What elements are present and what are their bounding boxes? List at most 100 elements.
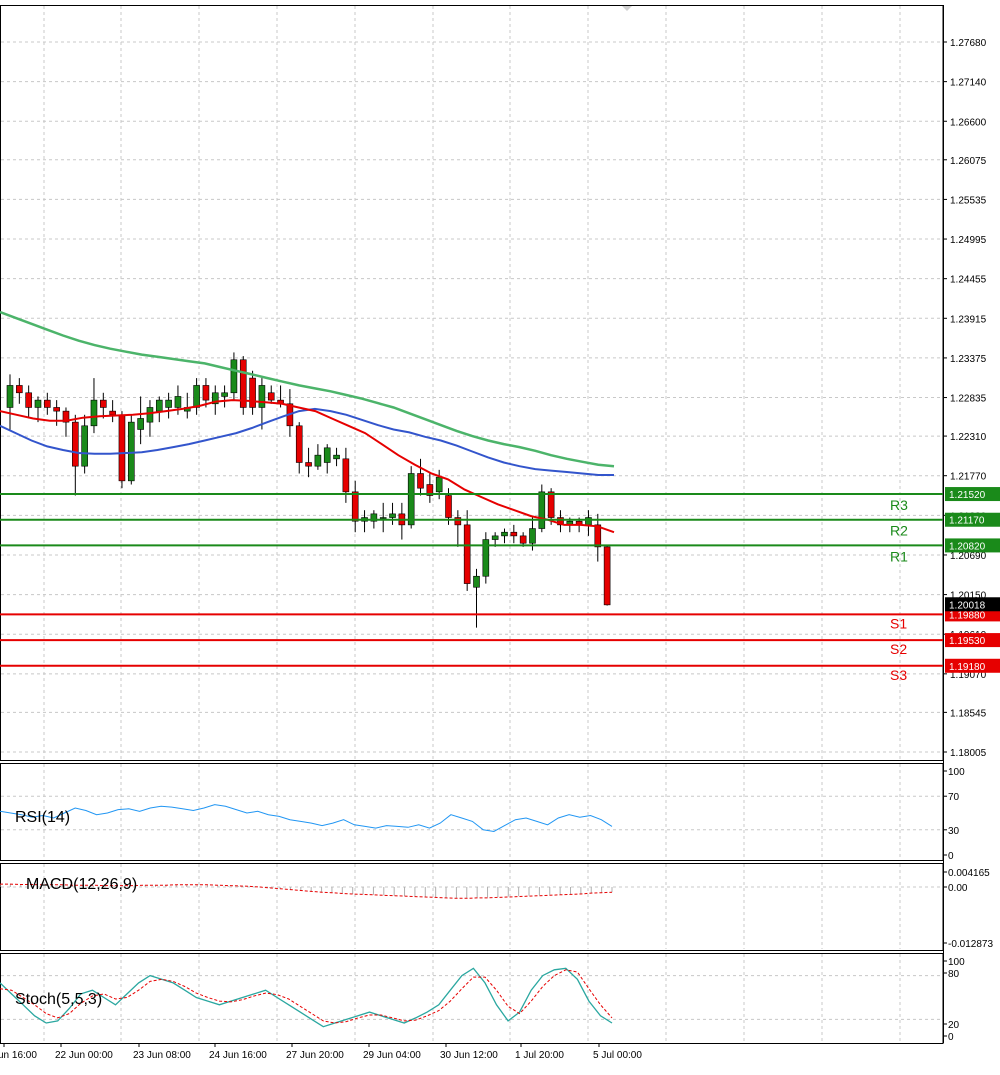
candle-down (295, 425, 303, 463)
candle-down (445, 495, 452, 518)
candle-down (118, 414, 126, 482)
price-tick-label: 1.21770 (950, 472, 987, 483)
candle-down (267, 392, 275, 401)
candle-up (81, 425, 88, 467)
candle-down (305, 462, 312, 467)
candle-down (426, 484, 434, 496)
candle-down (109, 410, 116, 416)
price-tick-label: 1.27680 (950, 38, 987, 49)
level-name-s2: S2 (890, 641, 907, 657)
time-tick-label: 1 Jul 20:00 (515, 1050, 564, 1061)
level-name-r3: R3 (890, 497, 908, 513)
candle-up (491, 535, 499, 540)
stoch-tick-label: 80 (948, 969, 960, 980)
level-price-label: 1.20820 (949, 541, 986, 552)
candle-up (435, 476, 443, 493)
shift-marker-icon (622, 6, 632, 11)
candle-up (155, 399, 163, 412)
panel-frame-main (0, 5, 944, 761)
price-tick-label: 1.23375 (950, 354, 987, 365)
candle-down (44, 399, 51, 408)
panel-frame-rsi (0, 763, 944, 861)
candle-up (90, 399, 98, 427)
rsi-tick-label: 30 (948, 826, 960, 837)
current-price-label: 1.20018 (949, 600, 986, 611)
level-price-box (945, 512, 1000, 527)
candle-up (379, 517, 387, 519)
price-tick-label: 1.25535 (950, 195, 987, 206)
candle-down (603, 546, 611, 606)
candle-up (482, 539, 490, 577)
candle-up (585, 517, 592, 526)
time-tick-label: 30 Jun 12:00 (440, 1050, 498, 1061)
time-tick-label: un 16:00 (0, 1050, 37, 1061)
level-price-label: 1.19880 (949, 610, 986, 621)
level-name-s1: S1 (890, 615, 907, 631)
price-tick-label: 1.22835 (950, 394, 987, 405)
macd-tick-label: 0.004165 (948, 868, 990, 879)
price-tick-label: 1.26600 (950, 117, 987, 128)
candle-up (314, 454, 322, 467)
candle-up (407, 473, 415, 526)
level-price-box (945, 633, 1000, 648)
candle-up (211, 392, 219, 405)
ma-slow-line (0, 310, 615, 468)
price-tick-label: 1.20690 (950, 551, 987, 562)
price-tick-label: 1.18545 (950, 708, 987, 719)
time-tick-label: 24 Jun 16:00 (209, 1050, 267, 1061)
price-tick-label: 1.18005 (950, 748, 987, 759)
ma-fast-line (0, 399, 615, 534)
level-price-box (945, 538, 1000, 553)
macd-tick-label: -0.012873 (948, 939, 993, 950)
candle-down (100, 399, 107, 408)
candle-up (323, 447, 331, 463)
candle-down (16, 385, 23, 394)
panel-frame-macd (0, 863, 944, 951)
candle-down (557, 517, 564, 526)
stoch-tick-label: 0 (948, 1032, 954, 1043)
candle-up (137, 418, 144, 430)
candle-down (342, 458, 350, 493)
stoch-tick-label: 100 (948, 957, 965, 968)
candle-down (351, 491, 359, 522)
stoch-label: Stoch(5,5,3) (15, 991, 102, 1008)
candle-down (463, 524, 471, 584)
candle-up (165, 399, 172, 408)
price-tick-label: 1.24455 (950, 275, 987, 286)
candle-up (193, 385, 200, 408)
candle-down (239, 359, 247, 408)
price-tick-label: 1.22310 (950, 432, 987, 443)
rsi-line (0, 804, 613, 833)
macd-label: MACD(12,26,9) (26, 876, 137, 893)
time-tick-label: 5 Jul 00:00 (593, 1050, 642, 1061)
macd-signal-line (0, 883, 613, 899)
candle-down (417, 473, 424, 489)
level-name-r1: R1 (890, 548, 908, 564)
level-name-s3: S3 (890, 667, 907, 683)
stoch-tick-label: 20 (948, 1020, 960, 1031)
macd-tick-label: 0.00 (948, 883, 968, 894)
level-price-label: 1.19530 (949, 636, 986, 647)
candle-up (127, 421, 135, 482)
stoch-signal-line (0, 969, 613, 1024)
candle-up (34, 399, 42, 408)
rsi-label: RSI(14) (15, 809, 70, 826)
candle-down (510, 531, 518, 537)
panel-frame-stoch (0, 953, 944, 1044)
level-price-label: 1.21170 (949, 516, 985, 527)
candle-down (72, 421, 79, 467)
current-price-box (945, 597, 1000, 612)
candle-down (454, 517, 462, 526)
price-tick-label: 1.26075 (950, 156, 987, 167)
time-tick-label: 27 Jun 20:00 (286, 1050, 344, 1061)
candle-up (174, 396, 182, 408)
candle-up (529, 528, 536, 544)
price-tick-label: 1.27140 (950, 78, 987, 89)
candle-up (370, 513, 378, 522)
candle-down (249, 377, 256, 408)
level-price-box (945, 658, 1000, 673)
candle-down (53, 407, 60, 412)
rsi-tick-label: 0 (948, 851, 954, 862)
